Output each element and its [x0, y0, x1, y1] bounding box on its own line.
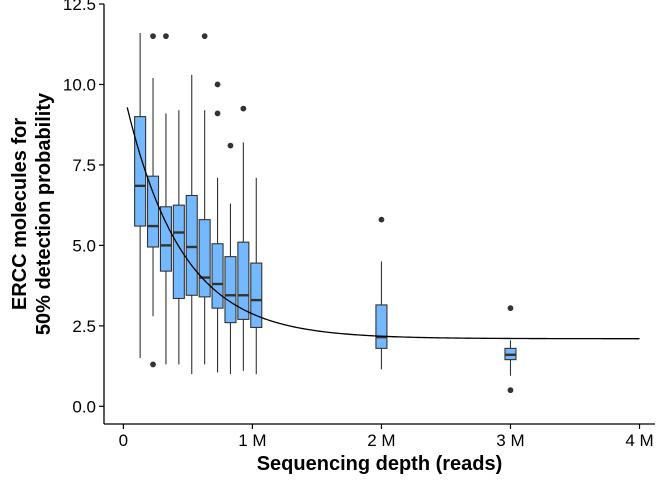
box-group [134, 32, 147, 359]
box-outlier-point [378, 216, 385, 223]
x-tick-label: 0 [119, 431, 128, 450]
box-body [185, 194, 198, 296]
box-group [211, 81, 224, 373]
fit-curve-line [126, 107, 640, 340]
box-outlier-point [163, 33, 169, 40]
box-outlier-point [507, 387, 514, 394]
y-tick-label: 0.0 [72, 397, 96, 416]
box-outlier-point [507, 305, 514, 312]
x-tick-label: 3 M [496, 431, 524, 450]
box-group [250, 177, 263, 375]
box-body [211, 243, 224, 309]
box-outlier-point [227, 142, 234, 149]
y-axis-title-line-1: ERCC molecules for [9, 118, 31, 310]
box-outlier-point [214, 81, 221, 88]
ticks-layer: 0.0 2.5 5.0 7.5 10.0 12.5 0 1 M 2 M 3 M 4 M [63, 0, 654, 450]
box-body [198, 219, 211, 298]
box-outlier-point [240, 105, 247, 112]
box-group [237, 105, 250, 371]
y-tick-label: 10.0 [63, 75, 96, 94]
box-group [146, 33, 160, 368]
box-group [504, 305, 517, 394]
box-outlier-point [150, 33, 156, 40]
box-group [159, 33, 172, 365]
box-outlier-point [214, 110, 221, 117]
box-body [250, 262, 263, 328]
box-outlier-point [201, 33, 208, 40]
box-body [375, 304, 388, 349]
axes-layer [103, 4, 655, 425]
y-tick-label: 12.5 [63, 0, 96, 14]
box-group [172, 110, 185, 365]
box-body [224, 256, 237, 324]
box-group [224, 142, 237, 375]
y-tick-label: 5.0 [72, 236, 96, 255]
x-axis-title: Sequencing depth (reads) [257, 453, 503, 475]
box-group [198, 33, 211, 365]
box-group [375, 216, 388, 370]
box-body [237, 241, 250, 320]
box-outlier-point [150, 361, 156, 368]
x-tick-label: 4 M [625, 431, 653, 450]
y-axis-title: ERCC molecules for 50% detection probabi… [9, 92, 55, 335]
box-group [185, 74, 198, 375]
y-tick-label: 2.5 [72, 317, 96, 336]
box-body [172, 204, 185, 300]
y-axis-title-line-2: 50% detection probability [33, 92, 55, 335]
y-tick-label: 7.5 [72, 156, 96, 175]
x-tick-label: 2 M [367, 431, 395, 450]
box-body [134, 116, 147, 227]
fit-curve-layer [126, 107, 640, 340]
boxplot-layer [134, 32, 517, 394]
box-body [146, 175, 160, 248]
x-tick-label: 1 M [238, 431, 266, 450]
box-body [159, 206, 172, 272]
